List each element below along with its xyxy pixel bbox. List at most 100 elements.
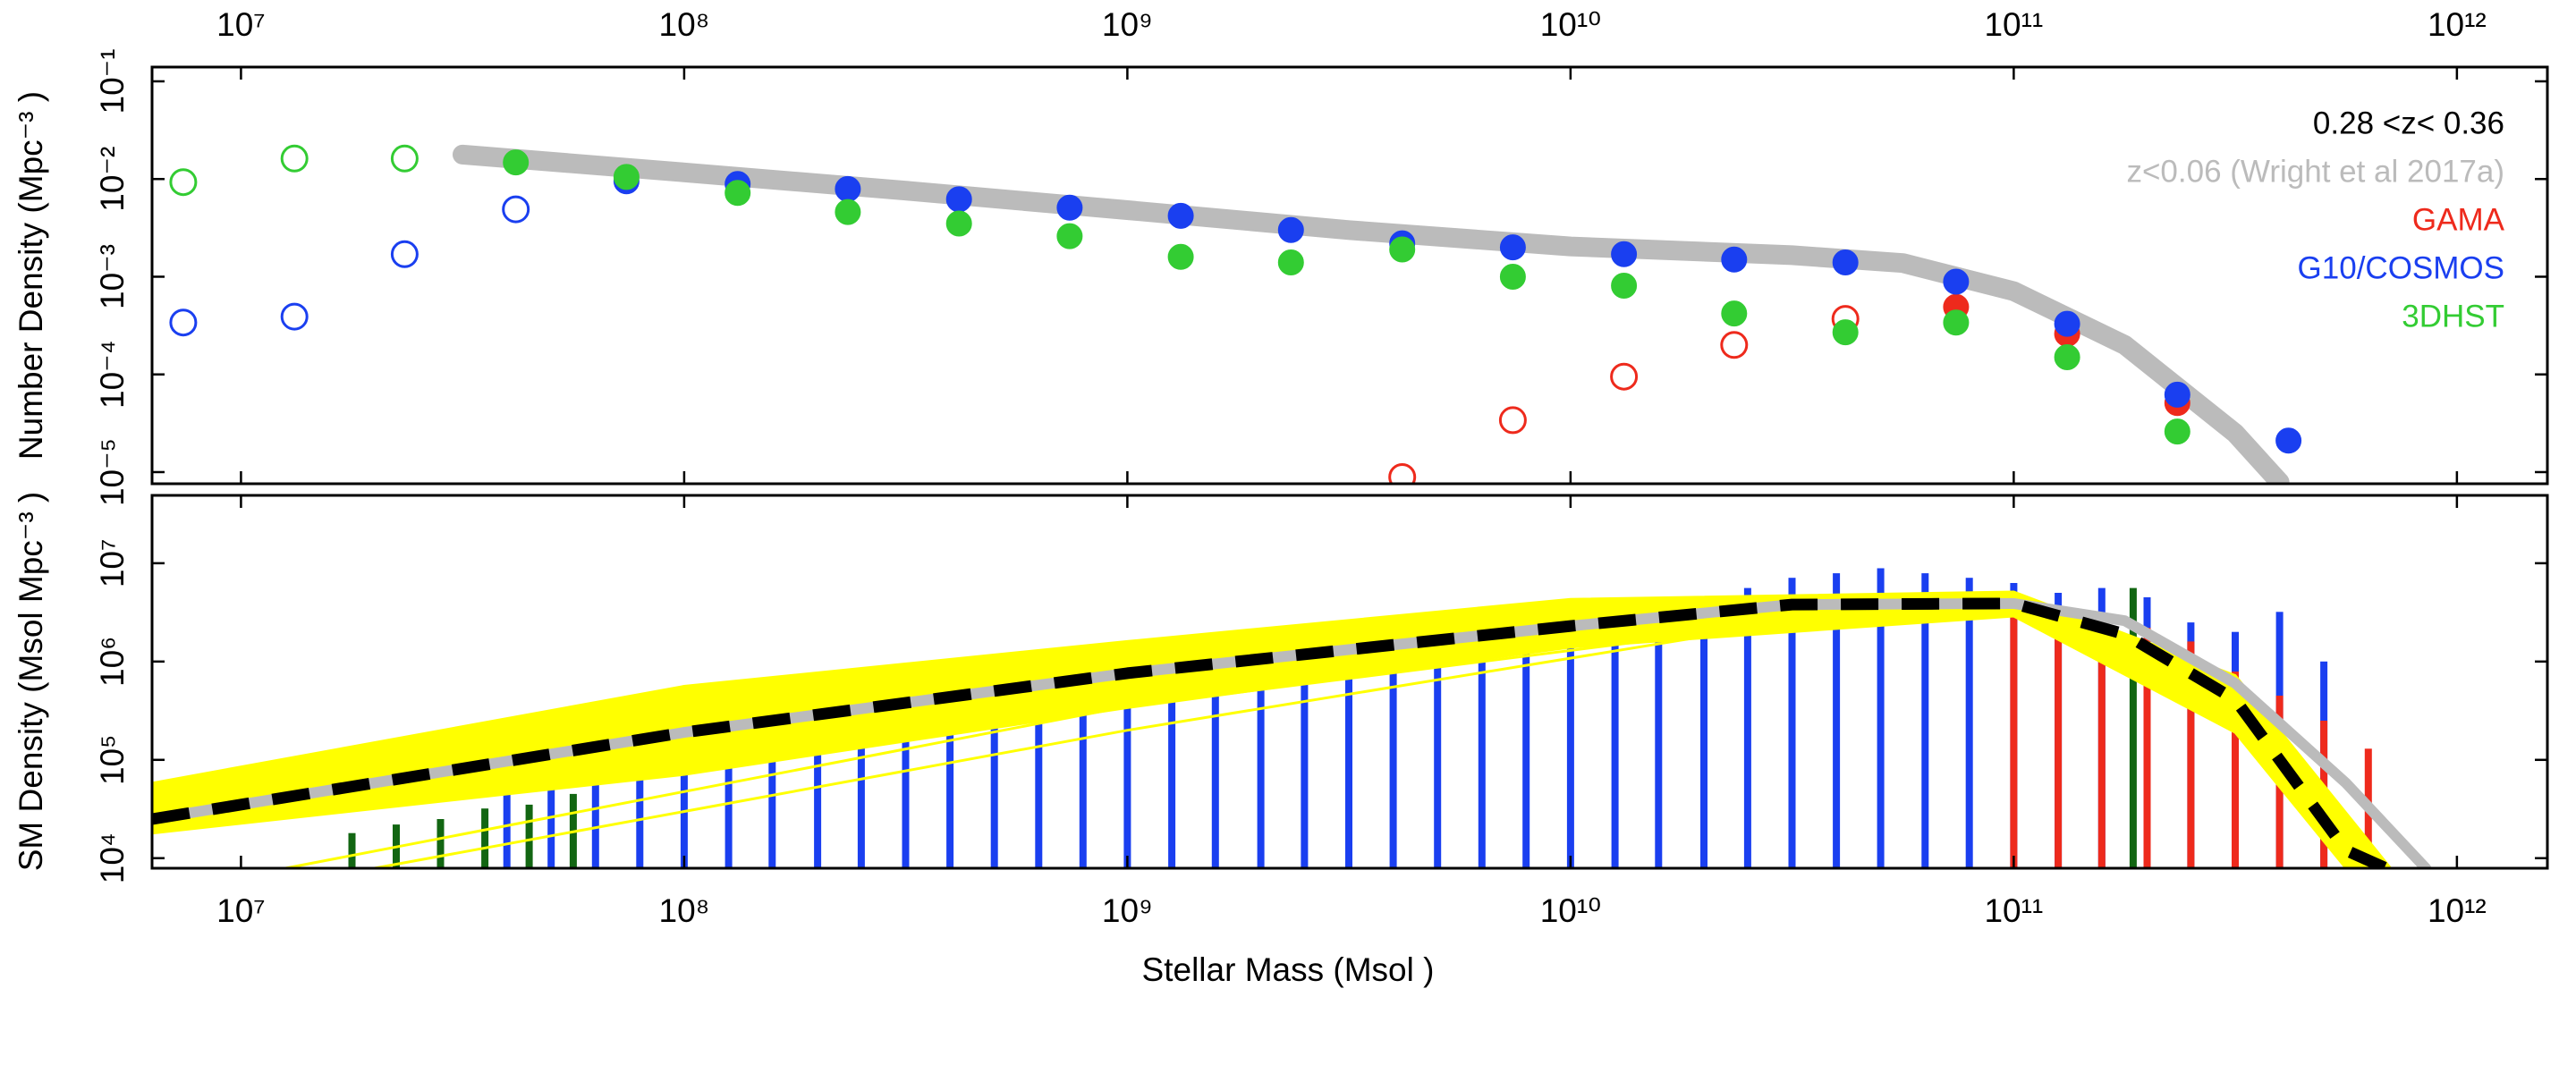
bar — [2010, 612, 2018, 868]
data-point — [1499, 234, 1526, 261]
x-tick-label: 10⁷ — [216, 892, 266, 929]
data-point — [1167, 243, 1194, 270]
bar — [1921, 573, 1929, 868]
data-point — [2054, 344, 2080, 370]
data-point — [835, 199, 861, 225]
x-tick-label: 10¹¹ — [1984, 6, 2043, 43]
y-tick-label: 10⁻¹ — [94, 48, 131, 114]
x-tick-label: 10¹⁰ — [1540, 6, 1601, 43]
bar — [1345, 661, 1352, 868]
y-tick-label: 10⁵ — [94, 735, 131, 786]
bar — [768, 734, 776, 868]
bar — [1611, 622, 1619, 868]
data-point — [1943, 309, 1970, 336]
bar — [1123, 686, 1131, 868]
fit-curve — [453, 144, 2290, 484]
open-data-point — [390, 144, 419, 173]
bar — [902, 715, 910, 868]
bottom-plot-area — [152, 568, 2432, 868]
bar — [481, 808, 489, 868]
y-tick-label: 10⁶ — [94, 637, 131, 687]
x-tick-label: 10⁹ — [1102, 6, 1153, 43]
x-tick-label: 10⁹ — [1102, 892, 1153, 929]
bar — [1833, 573, 1841, 868]
bar — [1257, 672, 1265, 868]
open-data-point — [280, 302, 309, 331]
y-tick-label: 10⁴ — [94, 832, 131, 883]
data-point — [1721, 300, 1748, 327]
bar — [2097, 617, 2106, 868]
y-tick-label: 10⁻³ — [94, 244, 131, 309]
data-point — [1167, 202, 1194, 229]
bar — [547, 774, 555, 868]
bar — [1168, 680, 1176, 868]
y-tick-label: 10⁻⁵ — [94, 438, 131, 506]
data-point — [1277, 216, 1304, 243]
bar — [857, 726, 865, 868]
bar — [1965, 578, 1973, 868]
x-tick-label: 10⁷ — [216, 6, 266, 43]
legend-entry: G10/COSMOS — [2298, 250, 2504, 285]
data-point — [503, 149, 530, 176]
open-data-point — [390, 240, 419, 268]
y-axis-title: Number Density (Mpc⁻³ ) — [13, 91, 49, 460]
bar — [1211, 676, 1219, 868]
data-point — [1832, 319, 1859, 346]
bar — [2129, 587, 2137, 868]
data-point — [1056, 223, 1083, 249]
bar — [1655, 612, 1663, 868]
bar — [1743, 587, 1751, 868]
data-point — [724, 180, 751, 207]
x-tick-label: 10¹² — [2428, 892, 2487, 929]
bar — [1301, 666, 1309, 868]
bar — [2143, 628, 2151, 868]
legend-entry: z<0.06 (Wright et al 2017a) — [2126, 154, 2504, 189]
bar — [2187, 641, 2195, 868]
bar — [1478, 646, 1486, 868]
annotation: 0.28 <z< 0.36 — [2313, 106, 2504, 140]
open-data-point — [1498, 406, 1527, 435]
bar — [348, 832, 356, 868]
bar — [1877, 568, 1885, 868]
bar — [636, 759, 644, 868]
bar — [1788, 578, 1796, 868]
bar — [1434, 650, 1442, 868]
data-point — [613, 164, 640, 190]
data-point — [945, 186, 972, 213]
open-data-point — [1610, 362, 1639, 391]
data-point — [2054, 310, 2080, 337]
data-point — [2164, 381, 2190, 408]
open-data-point — [1388, 463, 1417, 484]
x-tick-label: 10⁸ — [659, 6, 710, 43]
x-tick-label: 10¹¹ — [1984, 892, 2043, 929]
bar — [436, 819, 445, 868]
dashed-fit-curve — [152, 597, 2389, 868]
bar — [2055, 612, 2063, 868]
data-point — [1832, 249, 1859, 275]
data-point — [1499, 264, 1526, 290]
bar — [2232, 672, 2239, 868]
data-point — [1277, 249, 1304, 275]
bar — [814, 730, 822, 868]
bar — [990, 706, 998, 868]
x-tick-label: 10¹² — [2428, 6, 2487, 43]
fit-curve — [373, 635, 1706, 868]
legend-entry: GAMA — [2412, 202, 2505, 237]
data-point — [1611, 241, 1638, 267]
open-data-point — [280, 144, 309, 173]
bar — [1700, 602, 1707, 868]
y-tick-label: 10⁷ — [94, 539, 131, 588]
x-tick-label: 10⁸ — [659, 892, 710, 929]
y-tick-label: 10⁻² — [94, 147, 131, 212]
open-data-point — [169, 168, 198, 197]
open-data-point — [502, 195, 530, 224]
bar — [525, 804, 533, 868]
bar — [1389, 657, 1397, 868]
data-point — [1056, 194, 1083, 221]
bar — [680, 745, 688, 868]
bar — [946, 710, 954, 868]
bar — [1522, 636, 1530, 868]
top-frame — [150, 65, 2549, 486]
